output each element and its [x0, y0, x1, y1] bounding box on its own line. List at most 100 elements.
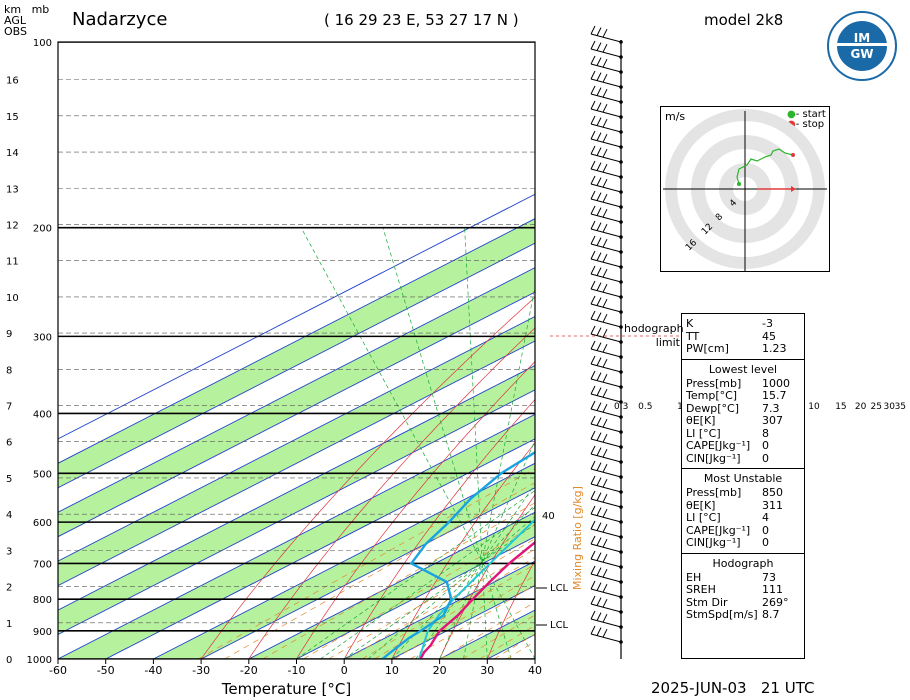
wind-barb-flag: [602, 298, 608, 308]
pressure-label: 900: [33, 627, 52, 638]
mixing-ratio-tick: 0.5: [638, 402, 652, 412]
wind-barb-flag: [596, 627, 602, 636]
indices-panel: K -3 TT 45 PW[cm] 1.23 Lowest level Press[mb]…: [681, 313, 805, 659]
index-value: 311: [762, 498, 783, 512]
wind-barb: [590, 153, 622, 163]
time-label: 21 UTC: [760, 679, 815, 697]
isotherm-band: [58, 316, 535, 586]
mixing-ratio-tick: 35: [895, 402, 906, 412]
temperature-curve: [419, 540, 535, 659]
pressure-label: 1000: [27, 655, 52, 666]
wind-barb-flag: [596, 207, 602, 216]
wind-barb-flag: [590, 130, 596, 140]
index-name: TT: [686, 329, 700, 343]
wind-barb: [590, 438, 622, 448]
wind-barb-flag: [590, 235, 596, 245]
dewpoint-curve: [381, 450, 535, 659]
wind-barb-flag: [602, 448, 608, 458]
isotherm-line: [58, 413, 535, 659]
wind-barb-flag: [590, 55, 596, 65]
wind-barb-flag: [602, 253, 608, 263]
moist-adiabat: [343, 523, 535, 659]
wind-barb-flag: [590, 280, 596, 290]
wind-barb-flag: [590, 610, 596, 620]
index-value: 307: [762, 414, 783, 427]
wind-barb-flag: [602, 313, 608, 323]
wind-barb-flag: [590, 475, 596, 485]
km-label: 12: [6, 220, 19, 231]
wind-barb-flag: [590, 550, 596, 560]
wind-barb-flag: [596, 582, 602, 591]
x-axis-label: Temperature [°C]: [221, 680, 351, 698]
legend-stop: - stop: [795, 119, 825, 130]
wind-barb-flag: [596, 252, 602, 261]
wind-barb: [590, 588, 622, 598]
station-name: Nadarzyce: [72, 9, 168, 30]
index-row: CAPE[Jkg⁻¹] 0: [686, 439, 800, 453]
wind-barb-flag: [602, 163, 608, 173]
wind-barb-flag: [596, 297, 602, 306]
wind-barb-flag: [590, 355, 596, 365]
index-row: PW[cm] 1.23: [686, 342, 800, 356]
wind-barb-flag: [596, 57, 602, 66]
isotherm-line: [58, 242, 535, 489]
ring-label-8: 8: [714, 212, 725, 223]
wind-barb: [590, 348, 622, 358]
wind-barb: [590, 633, 622, 643]
wind-barb-flag: [596, 612, 602, 621]
lcl-label: LCL: [550, 620, 569, 631]
wind-barb-flag: [590, 25, 596, 35]
lowest-level-title: Lowest level: [708, 362, 778, 376]
hodograph-units: m/s: [665, 110, 686, 123]
mixing-ratio-tick: 20: [855, 402, 867, 412]
dry-adiabat: [391, 442, 535, 659]
wind-barb-flag: [590, 295, 596, 305]
index-value: 8: [762, 426, 769, 440]
wind-barb: [590, 498, 622, 508]
wind-barb-flag: [602, 403, 608, 413]
most-unstable-title: Most Unstable: [703, 472, 783, 485]
isotherm-line: [200, 487, 535, 659]
index-name: LI [°C]: [686, 426, 721, 440]
wind-barb-flag: [602, 88, 608, 98]
parcel-curve: [418, 518, 535, 659]
x-tick-label: -30: [192, 664, 210, 677]
index-row: CAPE[Jkg⁻¹] 0: [686, 524, 800, 538]
wind-barb-flag: [590, 535, 596, 545]
wind-barb: [590, 393, 622, 403]
isotherm-line: [58, 267, 535, 513]
obs-label: OBS: [4, 25, 27, 38]
km-label: 14: [6, 148, 19, 159]
wind-barb-flag: [590, 70, 596, 80]
km-label: 13: [6, 184, 19, 195]
wind-barb-flag: [602, 553, 608, 563]
wind-barb-flag: [596, 162, 602, 171]
wind-barb-flag: [590, 100, 596, 110]
index-row: Press[mb] 850: [686, 486, 800, 500]
wind-barb-flag: [596, 387, 602, 396]
mixing-ratio-tick: 25: [871, 402, 882, 412]
wind-barb-flag: [602, 328, 608, 338]
index-value: 45: [762, 329, 776, 343]
wind-barb-flag: [596, 462, 602, 471]
wind-barb: [590, 243, 622, 253]
wind-barb-flag: [590, 430, 596, 440]
index-row: SREH 111: [686, 583, 800, 597]
most-unstable-section: Most Unstable Press[mb] 850 θE[K] 311 LI [°C…: [682, 468, 804, 553]
km-label: 4: [6, 510, 12, 521]
wind-barb: [590, 48, 622, 58]
pressure-label: 800: [33, 595, 52, 606]
isotherm-line: [58, 291, 535, 538]
index-value: -3: [762, 317, 773, 330]
hodograph-indices-section: Hodograph EH 73 SREH 111 Stm Dir 269° StmSpd[m…: [682, 552, 804, 625]
index-name: StmSpd[m/s]: [686, 608, 758, 621]
wind-barb-flag: [596, 27, 602, 36]
hodograph-plot: 4 8 12 16: [663, 109, 827, 271]
wind-barb: [590, 528, 622, 538]
index-name: θE[K]: [686, 498, 716, 512]
wind-barb: [590, 618, 622, 628]
wind-barb-flag: [596, 372, 602, 381]
wind-barb-flag: [596, 132, 602, 141]
wind-barb: [590, 558, 622, 568]
